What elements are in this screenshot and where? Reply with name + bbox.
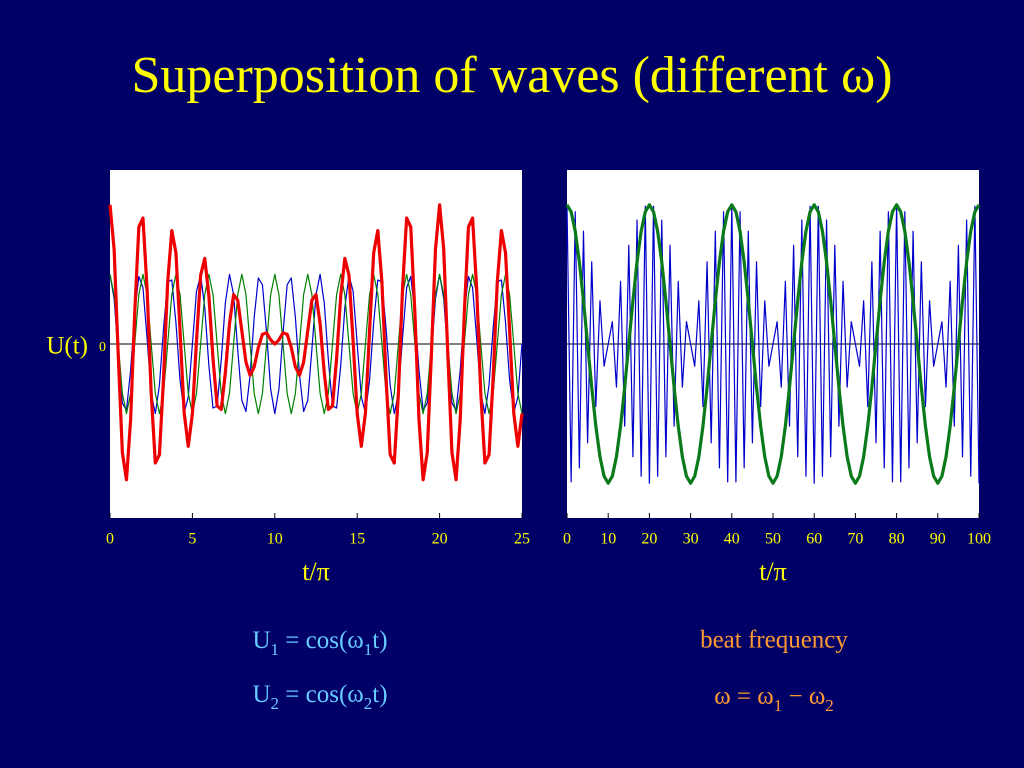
formula-part: 2 <box>271 694 280 713</box>
formula-part: 2 <box>364 694 373 713</box>
y-tick-label: 0 <box>99 340 106 355</box>
formula-part: 1 <box>364 640 373 659</box>
y-axis-label: U(t) <box>46 333 88 360</box>
formula-part: t) <box>372 681 387 708</box>
x-tick-label: 10 <box>600 531 616 548</box>
formula-part: U <box>252 627 270 654</box>
x-tick-label: 90 <box>930 531 946 548</box>
x-tick-label: 10 <box>267 531 283 548</box>
formula-part: t) <box>372 627 387 654</box>
formula-part: 2 <box>825 696 834 715</box>
x-tick-label: 0 <box>106 531 114 548</box>
x-tick-label: 5 <box>188 531 196 548</box>
equation: U1 = cos(ω1t) <box>252 627 387 660</box>
x-tick-label: 30 <box>683 531 699 548</box>
x-tick-label: 100 <box>967 531 991 548</box>
x-axis-label: t/π <box>759 557 787 586</box>
beat-label: beat frequency <box>700 627 848 654</box>
series-line <box>566 204 980 484</box>
x-tick-label: 70 <box>847 531 863 548</box>
slide-title: Superposition of waves (different ω) <box>131 47 892 104</box>
x-tick-label: 50 <box>765 531 781 548</box>
x-tick-label: 60 <box>806 531 822 548</box>
x-axis-label: t/π <box>302 557 330 586</box>
equation: U2 = cos(ω2t) <box>252 681 387 714</box>
formula-part: = cos(ω <box>279 681 364 708</box>
x-tick-label: 40 <box>724 531 740 548</box>
series-line <box>565 203 981 485</box>
x-tick-label: 25 <box>514 531 530 548</box>
x-tick-label: 20 <box>432 531 448 548</box>
formula-part: 1 <box>271 640 280 659</box>
x-tick-label: 0 <box>563 531 571 548</box>
formula-part: U <box>252 681 270 708</box>
formula-part: = cos(ω <box>279 627 364 654</box>
beat-formula: ω = ω1 − ω2 <box>714 683 834 716</box>
x-tick-label: 80 <box>889 531 905 548</box>
series-line <box>108 203 524 482</box>
formula-part: 1 <box>774 696 783 715</box>
formula-part: ω = ω <box>714 683 774 710</box>
formula-part: − ω <box>782 683 825 710</box>
x-tick-label: 20 <box>641 531 657 548</box>
x-tick-label: 15 <box>349 531 365 548</box>
